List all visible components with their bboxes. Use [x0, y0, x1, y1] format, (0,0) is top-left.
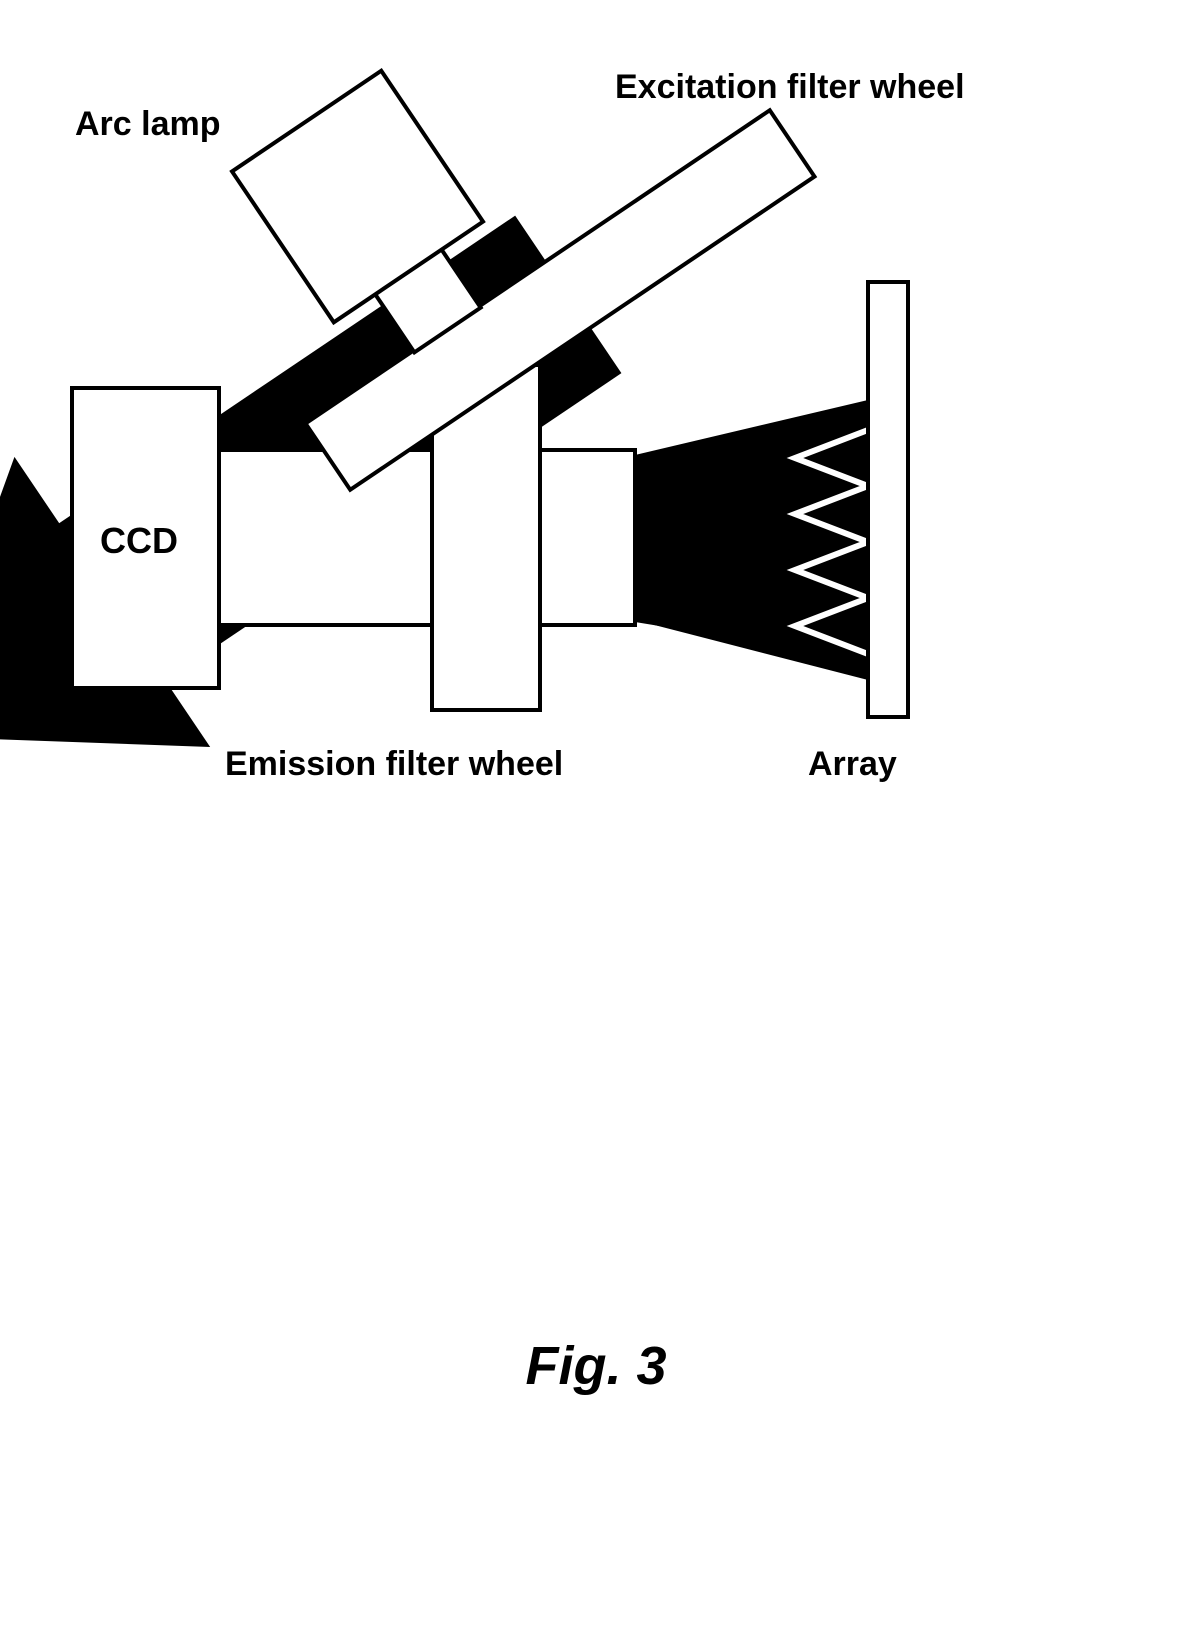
emission-light-cone — [635, 420, 868, 660]
array-label: Array — [808, 745, 897, 784]
excitation-filter-wheel-label: Excitation filter wheel — [615, 68, 965, 107]
emission-filter-wheel-label: Emission filter wheel — [225, 745, 563, 784]
ccd-label: CCD — [100, 520, 178, 562]
arc-lamp-label: Arc lamp — [75, 105, 221, 144]
array-slide — [868, 282, 908, 717]
figure-caption: Fig. 3 — [0, 1335, 1192, 1397]
emission-lens — [540, 450, 635, 625]
